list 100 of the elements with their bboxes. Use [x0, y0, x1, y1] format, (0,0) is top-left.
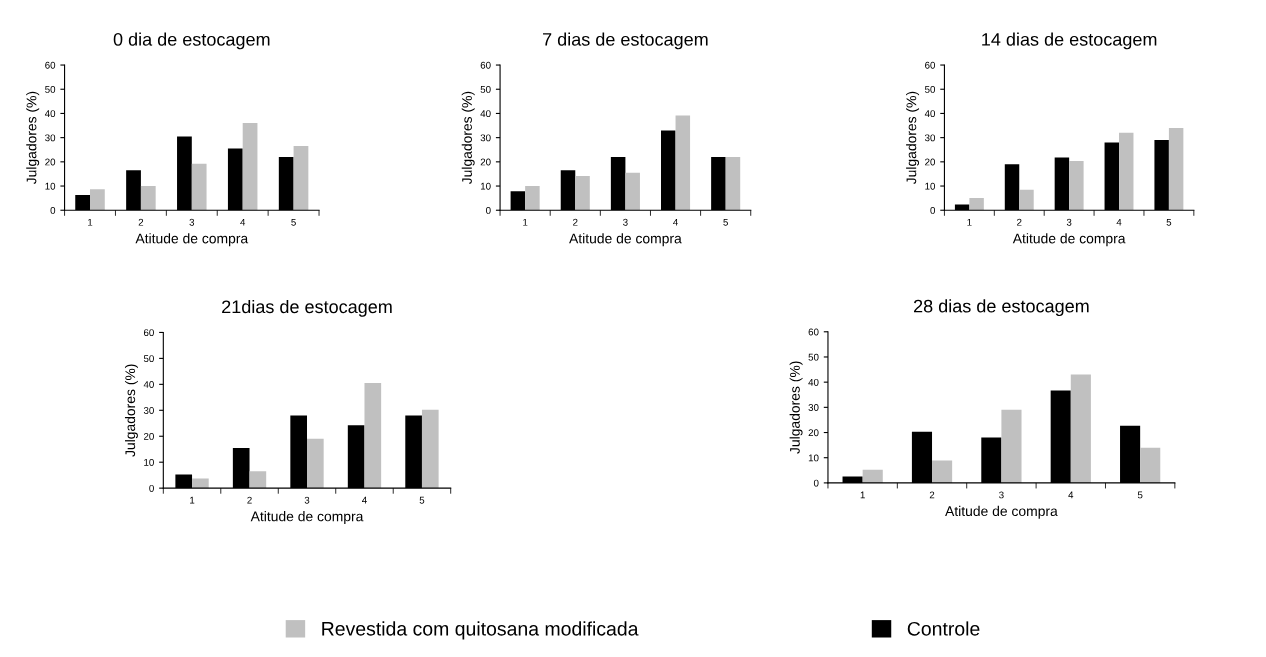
- bar: [364, 383, 382, 489]
- x-tick-label: 3: [623, 218, 628, 226]
- y-tick-label: 50: [808, 353, 819, 361]
- chart-title: 21dias de estocagem: [222, 299, 392, 317]
- y-tick-label: 10: [925, 182, 936, 190]
- y-axis-title: Julgadores (%): [26, 91, 40, 185]
- x-tick-label: 1: [860, 491, 865, 499]
- legend-label: Controle: [907, 621, 980, 636]
- legend-label: Revestida com quitosana modificada: [322, 621, 639, 640]
- y-tick-label: 10: [480, 182, 491, 190]
- x-tick-label: 1: [523, 218, 528, 226]
- bar: [1070, 374, 1091, 483]
- x-tick-label: 1: [88, 218, 93, 226]
- bar: [249, 471, 267, 489]
- x-axis-title: Atitude de compra: [1012, 233, 1126, 247]
- x-tick-label: 1: [967, 218, 972, 226]
- y-tick-label: 10: [45, 182, 56, 190]
- x-tick-label: 2: [573, 218, 578, 226]
- y-tick-label: 40: [924, 110, 936, 118]
- x-axis-title: Atitude de compra: [945, 505, 1058, 519]
- y-tick-label: 20: [480, 158, 491, 166]
- y-axis-title: Julgadores (%): [789, 361, 803, 454]
- bar: [1140, 447, 1161, 483]
- y-tick-label: 0: [50, 206, 56, 214]
- x-tick-label: 5: [723, 218, 728, 226]
- y-axis-title: Julgadores (%): [461, 91, 475, 185]
- bar: [525, 186, 540, 211]
- bar: [191, 163, 207, 211]
- bar: [932, 460, 953, 483]
- x-tick-label: 5: [291, 218, 296, 226]
- x-axis-title: Atitude de compra: [569, 233, 682, 247]
- bar: [725, 157, 741, 211]
- bar: [421, 409, 439, 489]
- bar: [1019, 189, 1034, 211]
- y-tick-label: 30: [924, 134, 936, 142]
- chart-title: 28 dias de estocagem: [913, 299, 1089, 317]
- y-tick-label: 20: [808, 429, 819, 437]
- y-tick-label: 40: [44, 110, 56, 118]
- x-tick-label: 3: [1066, 218, 1072, 226]
- bar: [1168, 127, 1184, 211]
- y-tick-label: 30: [480, 134, 491, 142]
- x-axis-title: Atitude de compra: [250, 511, 364, 525]
- y-tick-label: 60: [143, 329, 154, 337]
- bar: [1069, 161, 1084, 211]
- x-tick-label: 2: [247, 496, 252, 504]
- y-tick-label: 10: [808, 454, 819, 462]
- bar: [625, 172, 640, 211]
- y-tick-label: 10: [144, 458, 154, 466]
- x-axis-title: Atitude de compra: [135, 233, 249, 247]
- y-tick-label: 50: [480, 85, 491, 93]
- y-tick-label: 20: [45, 158, 56, 166]
- bar: [575, 175, 590, 211]
- chart-title: 7 dias de estocagem: [543, 32, 708, 50]
- y-tick-label: 60: [480, 61, 491, 69]
- y-tick-label: 30: [808, 404, 819, 411]
- y-tick-label: 50: [45, 85, 56, 93]
- bar: [675, 115, 691, 211]
- y-tick-label: 0: [930, 206, 936, 214]
- x-tick-label: 4: [1116, 218, 1122, 226]
- y-tick-label: 40: [143, 381, 154, 388]
- y-axis-title: Julgadores (%): [124, 364, 138, 457]
- x-tick-label: 4: [240, 218, 246, 226]
- y-tick-label: 50: [143, 355, 154, 363]
- bar: [969, 197, 984, 211]
- x-tick-label: 4: [1068, 491, 1074, 499]
- x-tick-label: 5: [1166, 218, 1172, 226]
- x-tick-label: 3: [999, 491, 1004, 499]
- y-tick-label: 0: [149, 484, 154, 492]
- y-tick-label: 20: [143, 432, 154, 440]
- y-axis-title: Julgadores (%): [906, 91, 920, 185]
- y-tick-label: 20: [925, 158, 936, 166]
- chart-title: 0 dia de estocagem: [113, 32, 270, 50]
- bar: [1119, 132, 1134, 211]
- x-tick-label: 2: [929, 491, 935, 499]
- bar: [242, 123, 258, 211]
- bar: [862, 469, 883, 483]
- chart-title: 14 dias de estocagem: [982, 32, 1157, 50]
- x-tick-label: 5: [1137, 491, 1143, 499]
- x-tick-label: 4: [362, 496, 367, 504]
- bar: [140, 186, 156, 211]
- y-tick-label: 30: [45, 134, 56, 142]
- bar: [293, 146, 309, 211]
- y-tick-label: 30: [143, 407, 154, 414]
- bar: [90, 189, 105, 211]
- x-tick-label: 1: [190, 496, 195, 504]
- y-tick-label: 60: [808, 328, 819, 336]
- y-tick-label: 0: [486, 206, 491, 214]
- x-tick-label: 4: [673, 218, 678, 226]
- bar: [1001, 409, 1022, 483]
- y-tick-label: 40: [480, 110, 491, 118]
- bar: [307, 438, 324, 489]
- y-tick-label: 40: [808, 378, 819, 386]
- y-tick-label: 60: [925, 61, 936, 69]
- x-tick-label: 3: [304, 496, 310, 504]
- x-tick-label: 5: [419, 496, 425, 504]
- x-tick-label: 2: [1017, 218, 1022, 226]
- bar: [192, 478, 209, 489]
- y-tick-label: 50: [924, 85, 936, 93]
- x-tick-label: 2: [138, 218, 144, 226]
- y-tick-label: 0: [813, 479, 819, 487]
